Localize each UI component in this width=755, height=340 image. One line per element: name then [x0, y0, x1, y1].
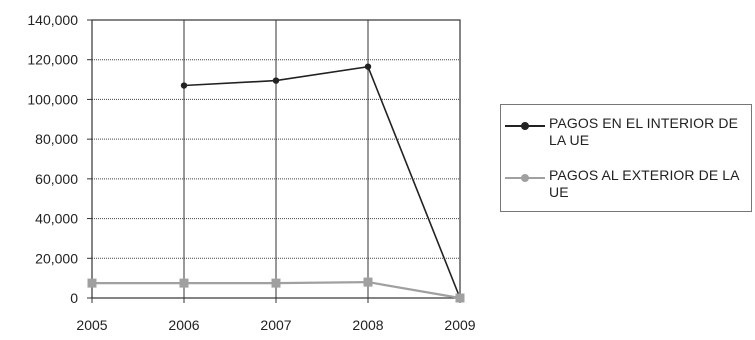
legend-marker-interior [505, 118, 545, 134]
y-tick-label: 60,000 [35, 171, 78, 187]
data-point-series-1 [180, 82, 188, 89]
axes [87, 19, 461, 303]
data-point-series-1 [272, 77, 280, 84]
y-tick-label: 20,000 [35, 250, 78, 266]
legend-item-interior: PAGOS EN EL INTERIOR DE LA UE [505, 115, 750, 149]
y-tick-label: 140,000 [27, 12, 78, 28]
data-point-series-1 [364, 63, 372, 70]
x-tick-label: 2007 [260, 317, 291, 333]
data-point-series-2 [363, 277, 373, 287]
data-markers [87, 63, 465, 303]
legend-label-interior: PAGOS EN EL INTERIOR DE LA UE [549, 115, 739, 148]
series-line-1 [183, 65, 461, 299]
legend-marker-exterior [505, 170, 545, 186]
y-tick-label: 40,000 [35, 211, 78, 227]
data-point-series-2 [179, 278, 189, 288]
data-point-series-2 [455, 293, 465, 303]
y-tick-label: 0 [70, 290, 78, 306]
x-tick-label: 2005 [76, 317, 107, 333]
data-point-series-2 [271, 278, 281, 288]
legend-item-exterior: PAGOS AL EXTERIOR DE LA UE [505, 167, 750, 201]
y-tick-label: 100,000 [27, 91, 78, 107]
x-tick-label: 2009 [444, 317, 475, 333]
y-tick-label: 120,000 [27, 52, 78, 68]
data-point-series-2 [87, 278, 97, 288]
x-axis-tick-labels: 2005 2006 2007 2008 2009 [76, 317, 475, 333]
y-tick-label: 80,000 [35, 131, 78, 147]
y-axis-tick-labels: 0 20,000 40,000 60,000 80,000 100,000 120,000 1… [27, 12, 78, 306]
legend: PAGOS EN EL INTERIOR DE LA UE PAGOS AL E… [500, 104, 752, 212]
legend-label-exterior: PAGOS AL EXTERIOR DE LA UE [549, 167, 739, 200]
x-tick-label: 2008 [352, 317, 383, 333]
x-tick-label: 2006 [168, 317, 199, 333]
